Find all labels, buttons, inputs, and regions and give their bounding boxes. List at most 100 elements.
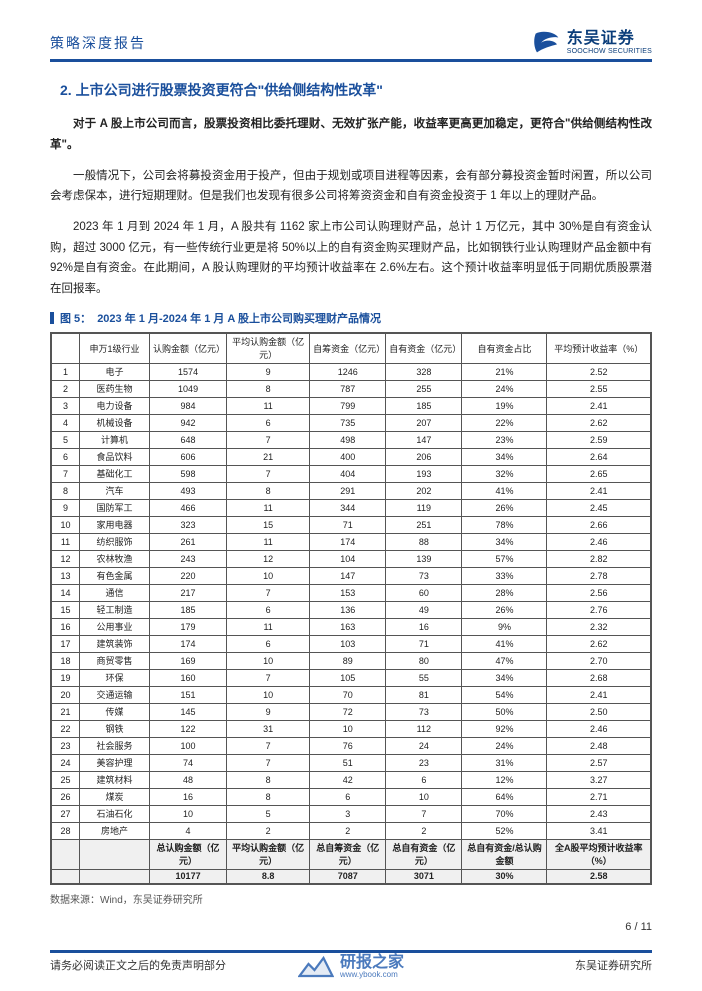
- footer-disclaimer: 请务必阅读正文之后的免责声明部分: [50, 957, 226, 973]
- table-cell: 交通运输: [80, 686, 150, 703]
- table-cell: 19: [52, 669, 80, 686]
- table-row: 7基础化工598740419332%2.65: [52, 465, 651, 482]
- table-cell: 7: [227, 754, 310, 771]
- table-cell: 49: [386, 601, 462, 618]
- figure-title: 2023 年 1 月-2024 年 1 月 A 股上市公司购买理财产品情况: [97, 310, 381, 326]
- doc-type: 策略深度报告: [50, 33, 146, 53]
- table-cell: 计算机: [80, 431, 150, 448]
- table-col-header: 平均预计收益率（%）: [547, 333, 651, 363]
- table-cell: 农林牧渔: [80, 550, 150, 567]
- table-cell: 1: [52, 363, 80, 380]
- table-cell: 23: [386, 754, 462, 771]
- table-cell: 22: [52, 720, 80, 737]
- section-title-text: 上市公司进行股票投资更符合"供给侧结构性改革": [76, 82, 383, 98]
- table-cell: 汽车: [80, 482, 150, 499]
- watermark-cn: 研报之家: [340, 955, 404, 971]
- table-cell: 251: [386, 516, 462, 533]
- paragraph-3: 2023 年 1 月到 2024 年 1 月，A 股共有 1162 家上市公司认…: [50, 217, 652, 300]
- table-cell: 6: [227, 414, 310, 431]
- table-cell: 2.45: [547, 499, 651, 516]
- table-cell: 2.52: [547, 363, 651, 380]
- table-cell: 7: [52, 465, 80, 482]
- table-cell: 全A股平均预计收益率（%）: [547, 839, 651, 869]
- table-row: 16公用事业17911163169%2.32: [52, 618, 651, 635]
- table-cell: 81: [386, 686, 462, 703]
- table-row: 6食品饮料6062140020634%2.64: [52, 448, 651, 465]
- table-col-header: 平均认购金额（亿元）: [227, 333, 310, 363]
- table-cell: 42: [310, 771, 386, 788]
- table-cell: 255: [386, 380, 462, 397]
- brand-logo: 东吴证券 SOOCHOW SECURITIES: [529, 30, 652, 55]
- table-row: 17建筑装饰17461037141%2.62: [52, 635, 651, 652]
- table-cell: 13: [52, 567, 80, 584]
- table-cell: 2.56: [547, 584, 651, 601]
- table-cell: 26%: [462, 601, 547, 618]
- table-cell: 10: [52, 516, 80, 533]
- table-cell: 23%: [462, 431, 547, 448]
- table-header-row: 申万1级行业认购金额（亿元）平均认购金额（亿元）自筹资金（亿元）自有资金（亿元）…: [52, 333, 651, 363]
- table-cell: 10: [227, 686, 310, 703]
- table-row: 24美容护理747512331%2.57: [52, 754, 651, 771]
- table-cell: 26: [52, 788, 80, 805]
- table-cell: 9: [52, 499, 80, 516]
- table-cell: 通信: [80, 584, 150, 601]
- table-cell: 2.43: [547, 805, 651, 822]
- table-cell: 122: [150, 720, 227, 737]
- table-cell: 电子: [80, 363, 150, 380]
- table-cell: 建筑装饰: [80, 635, 150, 652]
- table-cell: 34%: [462, 448, 547, 465]
- table-cell: 2: [386, 822, 462, 839]
- table-row: 21传媒1459727350%2.50: [52, 703, 651, 720]
- table-cell: 60: [386, 584, 462, 601]
- table-cell: 323: [150, 516, 227, 533]
- table-cell: 100: [150, 737, 227, 754]
- table-row: 2医药生物1049878725524%2.55: [52, 380, 651, 397]
- table-cell: 179: [150, 618, 227, 635]
- table-cell: 41%: [462, 635, 547, 652]
- table-col-header: 自筹资金（亿元）: [310, 333, 386, 363]
- figure-title-bar-icon: [50, 312, 54, 324]
- table-cell: 24%: [462, 737, 547, 754]
- table-cell: 2.58: [547, 869, 651, 883]
- table-cell: 10: [227, 567, 310, 584]
- table-cell: 57%: [462, 550, 547, 567]
- table-row: 10家用电器323157125178%2.66: [52, 516, 651, 533]
- table-cell: 34%: [462, 533, 547, 550]
- table-row: 5计算机648749814723%2.59: [52, 431, 651, 448]
- table-cell: 机械设备: [80, 414, 150, 431]
- table-row: 14通信21771536028%2.56: [52, 584, 651, 601]
- table-col-header: 申万1级行业: [80, 333, 150, 363]
- table-cell: 21%: [462, 363, 547, 380]
- table-cell: 291: [310, 482, 386, 499]
- table-cell: 942: [150, 414, 227, 431]
- table-cell: 74: [150, 754, 227, 771]
- table-cell: 24%: [462, 380, 547, 397]
- table-row: 19环保16071055534%2.68: [52, 669, 651, 686]
- table-cell: 2.68: [547, 669, 651, 686]
- watermark: 研报之家 www.ybook.com: [298, 953, 404, 981]
- table-cell: 147: [310, 567, 386, 584]
- table-cell: 8.8: [227, 869, 310, 883]
- table-cell: 16: [386, 618, 462, 635]
- table-cell: 7: [386, 805, 462, 822]
- table-cell: 8: [227, 482, 310, 499]
- table-cell: 6: [310, 788, 386, 805]
- table-cell: 8: [227, 788, 310, 805]
- table-summary-labels: 总认购金额（亿元）平均认购金额（亿元）总自筹资金（亿元）总自有资金（亿元）总自有…: [52, 839, 651, 869]
- table-cell: 799: [310, 397, 386, 414]
- table-cell: 9%: [462, 618, 547, 635]
- logo-text-en: SOOCHOW SECURITIES: [567, 48, 652, 56]
- table-cell: 总认购金额（亿元）: [150, 839, 227, 869]
- table-row: 3电力设备9841179918519%2.41: [52, 397, 651, 414]
- table-cell: 328: [386, 363, 462, 380]
- logo-text-cn: 东吴证券: [567, 30, 652, 48]
- figure-title-row: 图 5： 2023 年 1 月-2024 年 1 月 A 股上市公司购买理财产品…: [50, 310, 652, 326]
- table-cell: 261: [150, 533, 227, 550]
- table-cell: 73: [386, 703, 462, 720]
- table-cell: 71: [310, 516, 386, 533]
- table-cell: 3: [52, 397, 80, 414]
- data-table-wrap: 申万1级行业认购金额（亿元）平均认购金额（亿元）自筹资金（亿元）自有资金（亿元）…: [50, 332, 652, 885]
- table-cell: 174: [310, 533, 386, 550]
- table-cell: 2: [52, 380, 80, 397]
- table-cell: 2.46: [547, 720, 651, 737]
